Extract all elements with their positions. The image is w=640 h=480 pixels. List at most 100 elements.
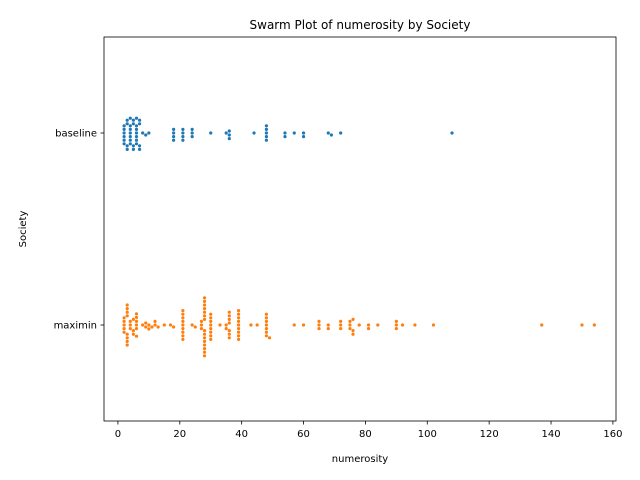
point-baseline [128, 127, 132, 131]
point-maximin [292, 323, 296, 327]
point-maximin [339, 323, 343, 327]
point-baseline [125, 122, 129, 126]
point-maximin [125, 303, 129, 307]
point-maximin [134, 323, 139, 327]
point-baseline [172, 135, 176, 139]
point-maximin [348, 327, 352, 331]
point-baseline [122, 142, 126, 146]
point-baseline [224, 131, 228, 135]
point-maximin [202, 314, 207, 318]
point-maximin [209, 334, 213, 338]
point-maximin [168, 323, 173, 327]
point-maximin [236, 309, 241, 313]
point-baseline [326, 131, 330, 135]
x-tick-label: 160 [603, 429, 622, 440]
point-baseline [128, 142, 132, 146]
point-maximin [181, 319, 185, 323]
point-maximin [134, 312, 139, 316]
x-tick-label: 140 [541, 429, 560, 440]
point-maximin [202, 317, 207, 321]
point-baseline [181, 138, 185, 142]
point-maximin [181, 327, 185, 331]
x-tick-label: 100 [418, 429, 437, 440]
point-maximin [181, 323, 185, 327]
point-maximin [144, 321, 148, 325]
point-baseline [172, 138, 176, 142]
point-maximin [172, 325, 176, 329]
point-maximin [202, 296, 207, 300]
point-maximin [267, 336, 272, 340]
point-maximin [202, 303, 207, 307]
point-maximin [227, 336, 231, 340]
point-baseline [181, 135, 185, 139]
point-baseline [190, 131, 194, 135]
point-maximin [339, 319, 343, 323]
point-maximin [125, 307, 129, 311]
point-maximin [202, 329, 207, 333]
point-maximin [202, 336, 207, 340]
point-maximin [394, 327, 398, 331]
y-axis-label: Society [18, 211, 29, 248]
point-maximin [249, 323, 253, 327]
point-maximin [153, 319, 157, 323]
point-baseline [122, 135, 126, 139]
point-maximin [202, 307, 207, 311]
point-maximin [351, 329, 355, 333]
point-maximin [190, 323, 194, 327]
point-maximin [125, 343, 129, 347]
point-baseline [227, 133, 231, 137]
point-maximin [264, 334, 269, 338]
point-maximin [264, 316, 269, 320]
point-maximin [202, 310, 207, 314]
point-maximin [202, 350, 207, 354]
point-maximin [264, 312, 269, 316]
point-baseline [131, 118, 135, 122]
point-baseline [264, 127, 269, 131]
point-baseline [172, 127, 176, 131]
point-baseline [134, 127, 139, 131]
point-maximin [209, 330, 213, 334]
point-maximin [592, 323, 596, 327]
point-baseline [134, 135, 139, 139]
x-tick-label: 80 [359, 429, 372, 440]
point-maximin [125, 339, 129, 343]
point-baseline [131, 144, 135, 148]
point-maximin [199, 319, 204, 323]
point-maximin [431, 323, 436, 327]
point-maximin [153, 323, 157, 327]
point-baseline [134, 131, 139, 135]
point-maximin [227, 321, 231, 325]
point-maximin [193, 325, 197, 329]
point-baseline [125, 144, 129, 148]
point-baseline [329, 133, 333, 137]
point-maximin [394, 319, 398, 323]
y-tick-label-baseline: baseline [55, 129, 97, 140]
x-tick-label: 40 [235, 429, 248, 440]
point-maximin [128, 327, 132, 331]
point-baseline [134, 142, 139, 146]
point-maximin [236, 319, 241, 323]
point-baseline [264, 138, 269, 142]
point-maximin [209, 319, 213, 323]
y-tick-label-maximin: maximin [54, 321, 97, 332]
point-baseline [141, 131, 145, 135]
point-maximin [400, 323, 405, 327]
point-baseline [134, 116, 139, 120]
point-maximin [209, 337, 213, 341]
point-baseline [181, 131, 185, 135]
point-maximin [264, 330, 269, 334]
point-maximin [125, 332, 129, 336]
point-maximin [227, 310, 231, 314]
point-maximin [317, 319, 321, 323]
point-baseline [137, 147, 142, 151]
point-baseline [301, 135, 306, 139]
point-baseline [339, 131, 343, 135]
point-maximin [134, 319, 139, 323]
point-baseline [172, 131, 176, 135]
point-maximin [224, 327, 228, 331]
point-baseline [128, 138, 132, 142]
x-tick-label: 0 [115, 429, 121, 440]
point-maximin [128, 319, 132, 323]
point-maximin [122, 330, 126, 334]
point-maximin [202, 339, 207, 343]
